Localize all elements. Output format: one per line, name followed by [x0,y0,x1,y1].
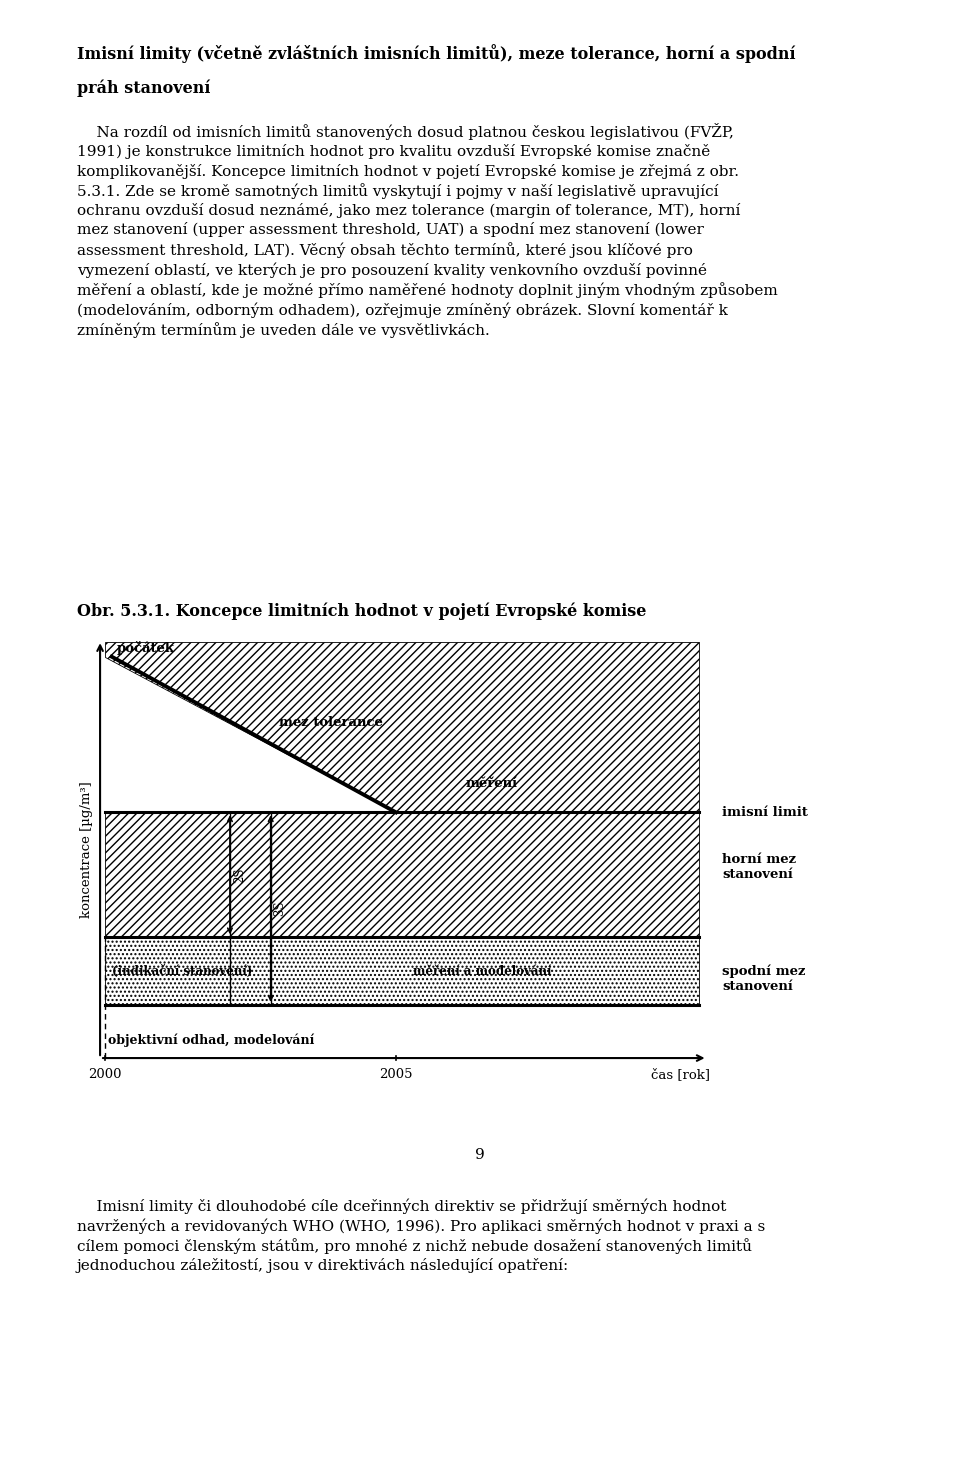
Text: počátek: počátek [116,640,175,655]
Text: mez tolerance: mez tolerance [279,715,383,729]
Text: měření: měření [466,777,518,790]
Text: 2000: 2000 [88,1069,122,1082]
Text: 9: 9 [475,1148,485,1163]
Text: Imisní limity (včetně zvláštních imisních limitů), meze tolerance, horní a spodn: Imisní limity (včetně zvláštních imisníc… [77,44,795,63]
Text: Na rozdíl od imisních limitů stanovených dosud platnou českou legislativou (FVŽP: Na rozdíl od imisních limitů stanovených… [77,124,778,339]
Text: práh stanovení: práh stanovení [77,79,210,97]
Text: 3S: 3S [274,901,287,917]
Text: 2S: 2S [233,867,246,883]
Text: Imisní limity či dlouhodobé cíle dceřinných direktiv se přidržují směrných hodno: Imisní limity či dlouhodobé cíle dceřinn… [77,1198,765,1273]
Text: měření a modelování: měření a modelování [414,964,552,977]
Text: objektivní odhad, modelování: objektivní odhad, modelování [108,1033,314,1047]
Text: imisní limit: imisní limit [722,805,807,818]
Text: (indikační stanovení): (indikační stanovení) [111,964,252,977]
Text: horní mez
stanovení: horní mez stanovení [722,854,796,882]
Polygon shape [105,642,699,813]
Text: koncentrace [µg/m³]: koncentrace [µg/m³] [80,780,92,917]
Text: čas [rok]: čas [rok] [652,1069,710,1082]
Text: spodní mez
stanovení: spodní mez stanovení [722,964,805,992]
Text: 2005: 2005 [379,1069,413,1082]
Text: Obr. 5.3.1. Koncepce limitních hodnot v pojetí Evropské komise: Obr. 5.3.1. Koncepce limitních hodnot v … [77,602,646,620]
